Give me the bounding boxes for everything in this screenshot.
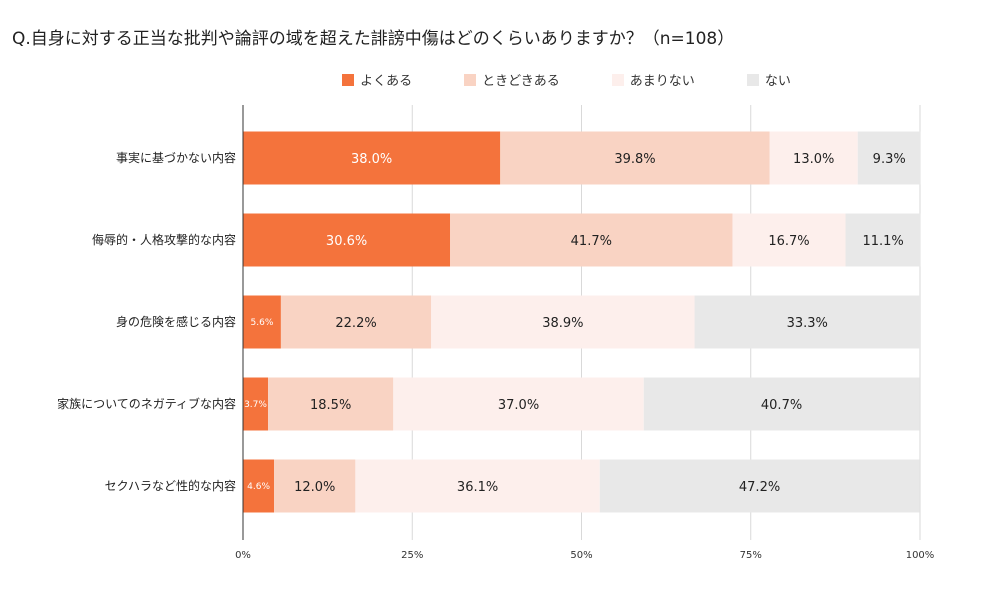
category-label: セクハラなど性的な内容: [105, 478, 236, 493]
data-label: 41.7%: [571, 234, 612, 249]
legend-item-nai: ない: [717, 70, 791, 89]
data-label: 37.0%: [498, 398, 539, 413]
legend-swatch: [464, 73, 477, 86]
data-label: 18.5%: [310, 398, 351, 413]
data-label: 9.3%: [873, 152, 906, 167]
data-label: 5.6%: [251, 318, 274, 328]
legend-label: よくある: [360, 74, 413, 89]
category-label: 身の危険を感じる内容: [116, 314, 236, 329]
bar-segment: [431, 295, 695, 349]
legend-item-amari-nai: あまりない: [582, 70, 695, 89]
bar-segment: [500, 131, 770, 185]
x-tick-label: 0%: [235, 550, 251, 561]
bar-segment: [857, 131, 921, 185]
legend-item-yoku-aru: よくある: [192, 70, 412, 89]
x-tick-label: 100%: [906, 550, 935, 561]
category-label: 家族についてのネガティブな内容: [57, 396, 236, 411]
x-tick-label: 25%: [401, 550, 423, 561]
bar-segment: [769, 131, 858, 185]
data-label: 4.6%: [247, 482, 270, 492]
bar-segment: [450, 213, 733, 267]
bar-segment: [280, 295, 432, 349]
data-label: 12.0%: [294, 480, 335, 495]
bar-segment: [274, 459, 356, 513]
data-label: 36.1%: [457, 480, 498, 495]
x-tick-label: 50%: [570, 550, 592, 561]
bar-segment: [732, 213, 846, 267]
data-label: 38.9%: [542, 316, 583, 331]
bar-segment: [243, 459, 275, 513]
bar-segment: [845, 213, 921, 267]
legend-label: あまりない: [629, 74, 695, 89]
x-tick-label: 75%: [740, 550, 762, 561]
legend: よくある ときどきある あまりない ない: [0, 70, 983, 89]
category-label: 侮辱的・人格攻撃的な内容: [92, 232, 236, 247]
legend-label: ときどきある: [482, 74, 560, 89]
chart-title: Q.自身に対する正当な批判や論評の域を超えた誹謗中傷はどのくらいありますか？（n…: [12, 29, 735, 49]
data-label: 47.2%: [739, 480, 780, 495]
bar-segment: [243, 213, 451, 267]
legend-swatch: [611, 73, 624, 86]
category-label: 事実に基づかない内容: [116, 150, 236, 165]
data-label: 39.8%: [614, 152, 655, 167]
data-label: 3.7%: [244, 400, 267, 410]
bar-segment: [243, 295, 281, 349]
legend-item-tokidoki-aru: ときどきある: [434, 70, 560, 89]
data-label: 22.2%: [335, 316, 376, 331]
legend-swatch: [746, 73, 759, 86]
bar-segment: [643, 377, 920, 431]
bar-segment: [243, 131, 501, 185]
data-label: 38.0%: [351, 152, 392, 167]
bar-segment: [393, 377, 644, 431]
bar-segment: [355, 459, 600, 513]
bar-segment: [243, 377, 269, 431]
data-label: 11.1%: [862, 234, 903, 249]
bar-segment: [694, 295, 920, 349]
bar-segment: [268, 377, 394, 431]
data-label: 33.3%: [787, 316, 828, 331]
data-label: 13.0%: [793, 152, 834, 167]
legend-swatch: [342, 73, 355, 86]
data-label: 16.7%: [768, 234, 809, 249]
bar-segment: [599, 459, 920, 513]
legend-label: ない: [764, 74, 791, 89]
data-label: 30.6%: [326, 234, 367, 249]
data-label: 40.7%: [761, 398, 802, 413]
